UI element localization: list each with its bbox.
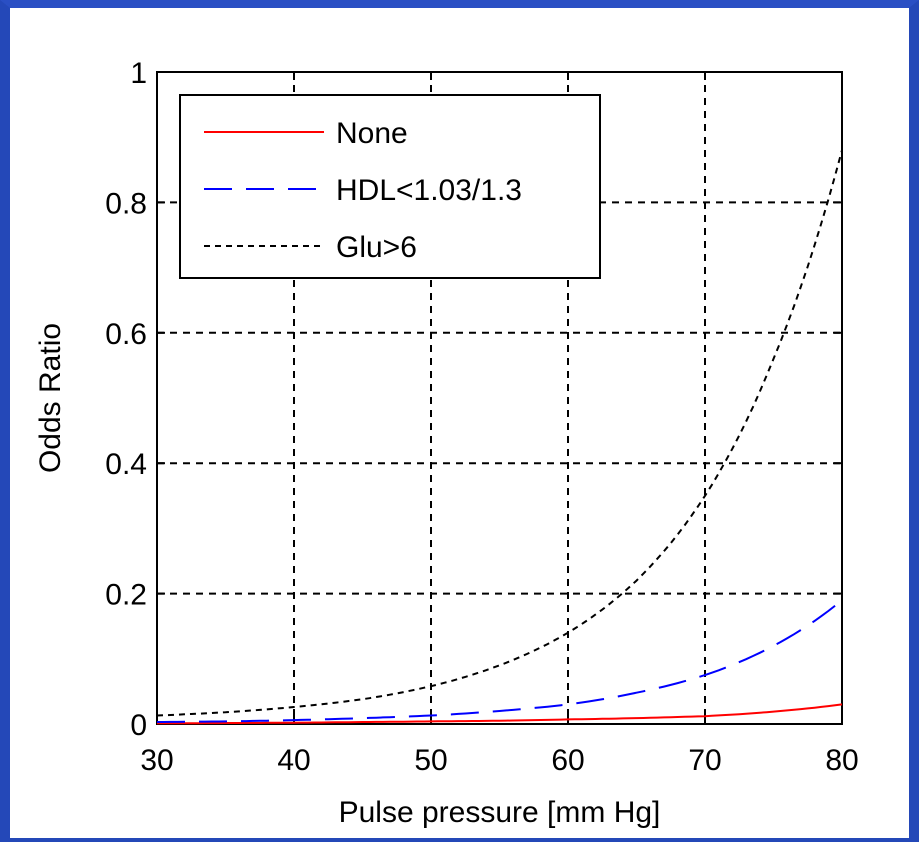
y-tick-label: 0.2	[105, 579, 147, 612]
x-tick-label: 50	[414, 744, 447, 777]
x-axis-label: Pulse pressure [mm Hg]	[339, 796, 661, 829]
y-tick-label: 0	[130, 709, 147, 742]
x-tick-label: 30	[140, 744, 173, 777]
x-tick-label: 60	[551, 744, 584, 777]
legend-entry-label: None	[336, 117, 408, 150]
legend-entry-label: Glu>6	[336, 231, 417, 264]
x-tick-labels: 30 40 50 60 70 80	[140, 744, 858, 777]
legend: None HDL<1.03/1.3 Glu>6	[180, 95, 600, 278]
y-tick-label: 0.6	[105, 318, 147, 351]
y-tick-labels: 0 0.2 0.4 0.6 0.8 1	[105, 57, 147, 742]
y-tick-label: 0.4	[105, 448, 147, 481]
x-tick-label: 40	[277, 744, 310, 777]
x-tick-label: 80	[825, 744, 858, 777]
y-tick-label: 0.8	[105, 187, 147, 220]
legend-entry-label: HDL<1.03/1.3	[336, 174, 522, 207]
y-axis-label: Odds Ratio	[34, 323, 67, 473]
series-line-1	[157, 600, 842, 722]
x-tick-label: 70	[688, 744, 721, 777]
y-tick-label: 1	[130, 57, 147, 90]
